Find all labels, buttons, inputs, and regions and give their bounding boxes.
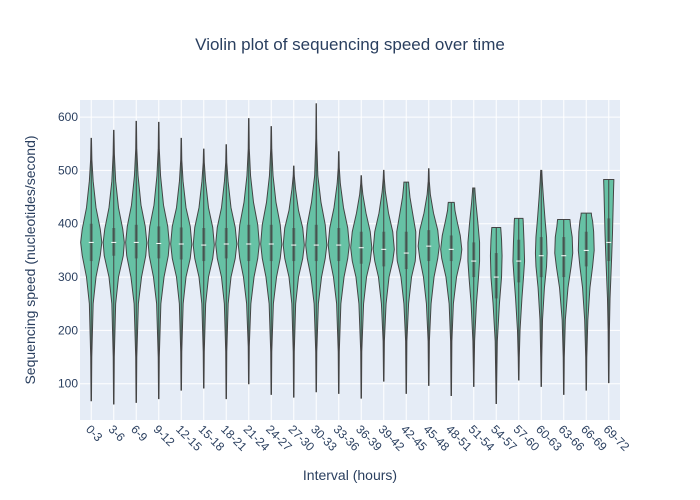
- x-tick-label: 69-72: [601, 422, 633, 454]
- violin-iqr-box: [157, 226, 161, 259]
- violin-iqr-box: [494, 253, 498, 299]
- violin-iqr-box: [314, 224, 318, 262]
- y-axis-ticks: 100 200 300 400 500 600: [58, 110, 78, 391]
- violin-iqr-box: [427, 230, 431, 262]
- violin-iqr-box: [607, 218, 611, 262]
- x-tick-label: 3-6: [106, 422, 128, 444]
- violin: [192, 148, 215, 389]
- violin: [554, 218, 574, 395]
- violin: [534, 169, 548, 387]
- plot-area: [80, 100, 620, 420]
- violin-iqr-box: [134, 224, 138, 259]
- violin: [215, 144, 238, 400]
- violin: [260, 126, 283, 395]
- violin-iqr-box: [562, 237, 566, 278]
- violin-iqr-box: [584, 231, 588, 267]
- violin: [396, 181, 417, 394]
- violin-iqr-box: [247, 224, 251, 262]
- violin: [489, 226, 503, 404]
- x-tick-label: 0-3: [83, 422, 105, 444]
- y-tick-label: 400: [58, 217, 78, 231]
- violin-iqr-box: [224, 228, 228, 259]
- violin-iqr-box: [472, 242, 476, 278]
- violin: [125, 120, 148, 403]
- violin: [147, 121, 170, 400]
- violin: [170, 137, 193, 391]
- x-tick-label: 6-9: [128, 422, 150, 444]
- y-tick-label: 100: [58, 377, 78, 391]
- violin: [282, 165, 305, 398]
- violin-iqr-box: [202, 228, 206, 262]
- x-axis-title: Interval (hours): [303, 467, 397, 483]
- x-axis-ticks: 0-3 3-6 6-9 9-1212-1515-1818-2121-2424-2727…: [83, 422, 632, 454]
- violin: [440, 201, 463, 396]
- violin: [327, 151, 350, 394]
- violin: [237, 118, 260, 385]
- violin: [80, 137, 103, 402]
- y-tick-label: 200: [58, 323, 78, 337]
- violin-iqr-box: [292, 228, 296, 262]
- violins: [80, 103, 615, 405]
- y-tick-label: 500: [58, 163, 78, 177]
- violin-iqr-box: [179, 227, 183, 260]
- y-axis-title: Sequencing speed (nucleotides/second): [22, 135, 38, 384]
- violin-iqr-box: [269, 224, 273, 262]
- violin: [102, 129, 125, 405]
- violin: [603, 178, 615, 384]
- y-tick-label: 300: [58, 270, 78, 284]
- violin-iqr-box: [112, 228, 116, 256]
- violin: [305, 103, 328, 393]
- violin-iqr-box: [337, 228, 341, 262]
- violin: [372, 169, 395, 382]
- violin: [467, 187, 481, 387]
- chart-title: Violin plot of sequencing speed over tim…: [195, 35, 505, 54]
- violin: [577, 212, 595, 391]
- violin-iqr-box: [404, 231, 408, 270]
- violin-iqr-box: [449, 235, 453, 262]
- violin: [512, 217, 526, 381]
- x-tick-label: 9-12: [151, 422, 178, 449]
- violin: [350, 175, 373, 399]
- violin: [417, 168, 440, 386]
- violin-iqr-box: [539, 237, 543, 278]
- y-tick-label: 600: [58, 110, 78, 124]
